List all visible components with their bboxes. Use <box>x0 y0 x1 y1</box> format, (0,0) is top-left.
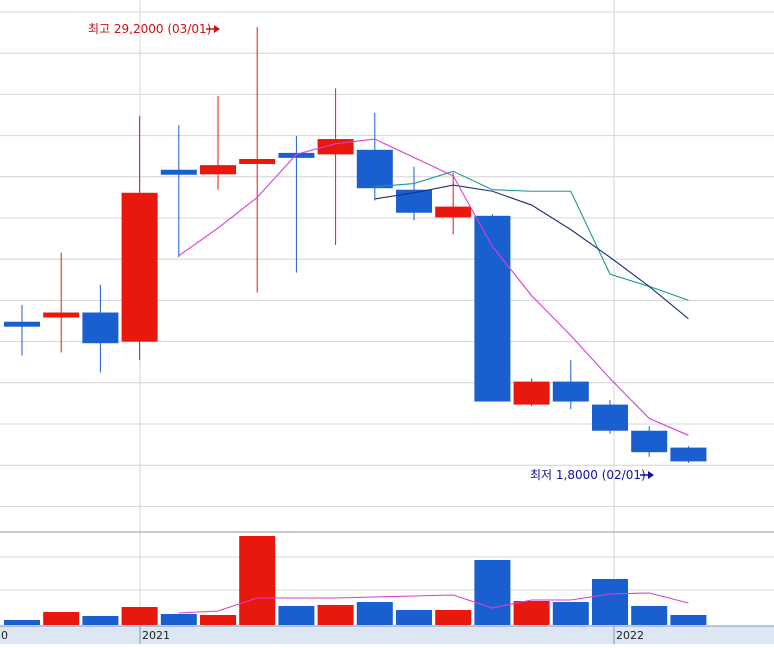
candle-layer <box>4 27 707 463</box>
volume-bar <box>239 536 276 625</box>
high-price-label: 최고 29,2000 (03/01) <box>88 22 211 36</box>
volume-bar <box>396 610 432 625</box>
candle-body <box>121 192 158 342</box>
volume-bar <box>356 602 393 625</box>
volume-bar <box>317 605 354 625</box>
x-axis-tick-label: 20 <box>0 629 8 642</box>
candle-body <box>200 165 236 175</box>
candle-body <box>474 215 511 402</box>
volume-ma-line <box>178 592 689 614</box>
volume-bar <box>278 606 315 625</box>
volume-bar <box>4 620 40 625</box>
ma-short-line <box>178 138 689 436</box>
x-axis: 20 2021 2022 <box>0 625 774 644</box>
high-arrow-icon <box>206 25 220 33</box>
ma-mid-line <box>374 184 689 320</box>
low-arrow-icon <box>640 471 654 479</box>
volume-bar <box>160 614 197 625</box>
volume-bar <box>43 612 80 625</box>
volume-bar <box>435 610 472 625</box>
candle-body <box>552 381 589 402</box>
candle-body <box>43 312 80 318</box>
volume-bar <box>82 616 119 625</box>
candle-body <box>82 312 119 344</box>
candle-body <box>239 159 276 165</box>
candle-body <box>592 404 628 431</box>
x-axis-background <box>0 626 774 644</box>
candle-body <box>4 321 40 327</box>
volume-bar <box>513 601 550 625</box>
candle-body <box>396 189 432 213</box>
moving-average-layer <box>178 138 689 436</box>
volume-bar <box>631 606 668 625</box>
ma-long-line <box>374 170 689 301</box>
candle-body <box>356 149 393 189</box>
x-axis-tick-label: 2022 <box>616 629 644 642</box>
x-axis-tick-label: 2021 <box>142 629 170 642</box>
annotation-layer: 최고 29,2000 (03/01) 최저 1,8000 (02/01) <box>88 22 654 482</box>
candle-body <box>631 430 668 453</box>
candle-body <box>435 206 472 218</box>
candle-body <box>670 447 707 462</box>
volume-bar <box>592 579 628 625</box>
grid-layer <box>0 0 774 625</box>
candle-body <box>278 152 315 158</box>
candle-body <box>513 381 550 405</box>
volume-layer <box>4 536 707 625</box>
volume-bar <box>552 602 589 625</box>
low-price-label: 최저 1,8000 (02/01) <box>530 468 646 482</box>
volume-bar <box>200 615 236 625</box>
volume-bar <box>670 615 707 625</box>
volume-bar <box>121 607 158 625</box>
volume-bar <box>474 560 511 625</box>
candle-body <box>160 169 197 175</box>
